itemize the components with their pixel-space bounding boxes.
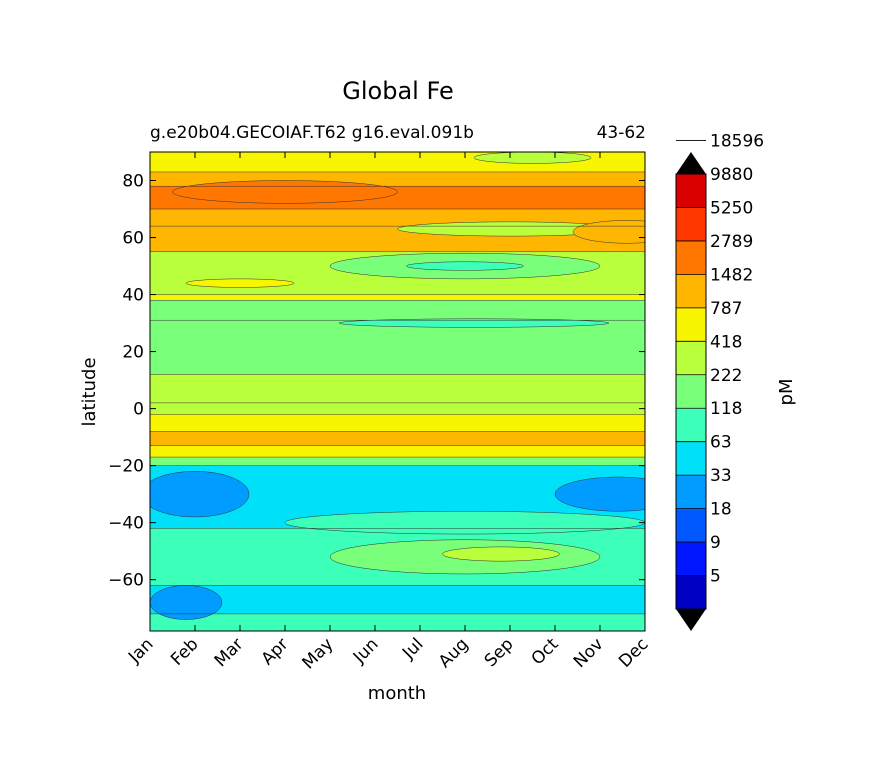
y-axis-label: latitude [79, 357, 100, 426]
colorbar-level-label-4: 63 [710, 433, 732, 453]
colorbar-level-label-8: 787 [710, 299, 742, 319]
band-11 [150, 300, 645, 321]
x-tick-label-5: Jun [349, 634, 383, 668]
colorbar-segment-4 [676, 441, 706, 476]
colorbar-segment-9 [676, 274, 706, 309]
colorbar-level-label-1: 9 [710, 533, 721, 553]
x-tick-label-6: Jul [398, 634, 427, 663]
y-tick-label-3: 20 [122, 343, 144, 363]
band-1 [150, 585, 645, 614]
y-tick-label-4: 0 [133, 400, 144, 420]
colorbar-level-label-5: 118 [710, 399, 742, 419]
colorbar: 5 9 18 33 63 118 222 418 787 1482 2789 5250 9880 1859… [675, 132, 764, 631]
colorbar-segment-8 [676, 307, 706, 342]
x-tick-label-9: Oct [528, 634, 563, 669]
plot-area [150, 152, 645, 631]
colorbar-level-label-11: 5250 [710, 198, 753, 218]
chart-subtitle-right: 43-62 [597, 123, 646, 143]
band-4 [150, 457, 645, 466]
band-12 [150, 294, 645, 301]
y-tick-label-0: 80 [122, 172, 144, 192]
colorbar-segment-6 [676, 374, 706, 409]
x-tick-label-1: Feb [167, 634, 202, 669]
x-axis-label: month [368, 683, 426, 704]
contour-patch-7 [406, 261, 524, 271]
y-tick-label-5: −20 [108, 457, 144, 477]
colorbar-segment-7 [676, 341, 706, 376]
y-tick-label-7: −60 [108, 571, 144, 591]
colorbar-level-label-6: 222 [710, 366, 742, 386]
y-axis-ticks: 80 60 40 20 0 −20 −40 −60 [108, 172, 645, 591]
contour-patch-4 [442, 546, 560, 562]
colorbar-extend-top [676, 152, 706, 174]
x-tick-label-7: Aug [435, 634, 473, 672]
contour-patch-13 [572, 220, 645, 244]
contour-patch-11 [473, 152, 592, 164]
band-6 [150, 431, 645, 446]
x-tick-label-3: Apr [258, 634, 293, 669]
x-tick-label-4: May [299, 634, 338, 673]
y-tick-label-1: 60 [122, 229, 144, 249]
colorbar-segment-2 [676, 508, 706, 543]
contour-patch-2 [150, 585, 223, 620]
x-tick-label-10: Nov [570, 634, 608, 672]
colorbar-level-label-13: 18596 [710, 132, 764, 152]
colorbar-segment-11 [676, 207, 706, 242]
colorbar-level-label-0: 5 [710, 567, 721, 587]
x-tick-label-11: Dec [615, 634, 652, 671]
band-0 [150, 613, 645, 631]
x-tick-label-0: Jan [124, 634, 157, 667]
band-10 [150, 320, 645, 375]
colorbar-segment-5 [676, 408, 706, 443]
colorbar-segment-0 [676, 575, 706, 610]
band-9 [150, 374, 645, 403]
contour-patch-8 [338, 318, 610, 328]
contour-patch-0 [150, 471, 250, 518]
contour-lines [150, 171, 645, 631]
chart-subtitle-left: g.e20b04.GECOIAF.T62 g16.eval.091b [150, 123, 474, 143]
y-tick-label-2: 40 [122, 286, 144, 306]
colorbar-label: pM [776, 379, 797, 406]
colorbar-level-label-10: 2789 [710, 232, 753, 252]
contour-patch-5 [284, 511, 645, 535]
chart-title: Global Fe [342, 77, 453, 105]
band-5 [150, 445, 645, 458]
band-8 [150, 402, 645, 415]
plot-frame [149, 151, 646, 632]
x-tick-label-2: Mar [211, 634, 248, 671]
x-tick-label-8: Sep [481, 634, 518, 671]
colorbar-level-label-9: 1482 [710, 265, 753, 285]
colorbar-level-label-2: 18 [710, 500, 732, 520]
colorbar-segment-3 [676, 475, 706, 510]
contour-patch-1 [554, 476, 645, 512]
contour-patch-12 [172, 180, 398, 204]
colorbar-level-label-3: 33 [710, 466, 732, 486]
colorbar-segment-1 [676, 542, 706, 577]
colorbar-segment-12 [676, 174, 706, 208]
colorbar-extend-bottom [676, 609, 706, 631]
colorbar-level-label-12: 9880 [710, 165, 753, 185]
band-7 [150, 414, 645, 432]
colorbar-level-label-7: 418 [710, 332, 742, 352]
y-tick-label-6: −40 [108, 514, 144, 534]
contour-patch-9 [185, 278, 295, 288]
colorbar-segment-10 [676, 240, 706, 275]
